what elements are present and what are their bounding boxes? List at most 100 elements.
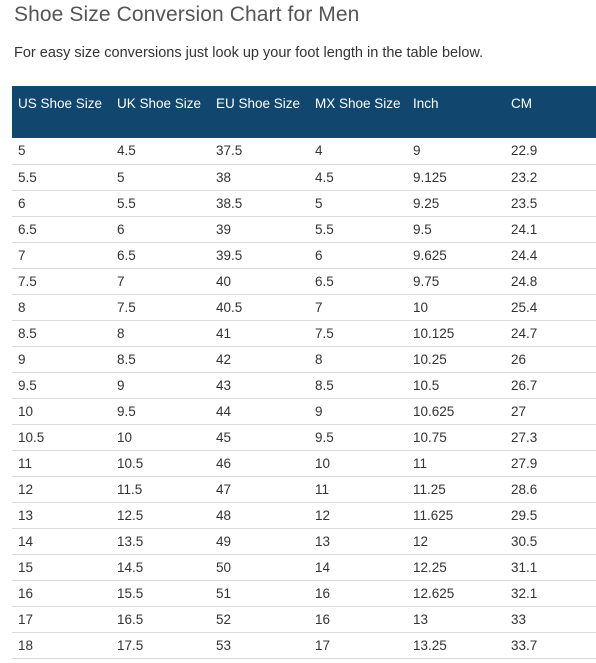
mx-size-cell: 8	[309, 346, 407, 373]
us-size-cell: 11	[12, 450, 111, 477]
mx-size-cell: 5.5	[309, 216, 407, 243]
cm-cell: 30.5	[505, 528, 596, 555]
table-row: 6 5.5 38.5 5 9.25 23.5	[12, 190, 596, 217]
uk-size-cell: 7.5	[111, 294, 210, 321]
uk-size-cell: 16.5	[111, 606, 210, 633]
eu-size-cell: 40.5	[210, 294, 309, 321]
cm-cell: 29.5	[505, 502, 596, 529]
table-row: 14 13.5 49 13 12 30.5	[12, 528, 596, 555]
cm-cell: 27	[505, 398, 596, 425]
mx-size-cell: 5	[309, 190, 407, 217]
uk-size-cell: 13.5	[111, 528, 210, 555]
us-size-cell: 7	[12, 242, 111, 269]
mx-size-cell: 7.5	[309, 320, 407, 347]
us-size-cell: 13	[12, 502, 111, 529]
table-row: 13 12.5 48 12 11.625 29.5	[12, 502, 596, 529]
us-size-cell: 10.5	[12, 424, 111, 451]
cm-cell: 23.2	[505, 164, 596, 191]
uk-size-cell: 10	[111, 424, 210, 451]
cm-cell: 33.7	[505, 632, 596, 659]
table-row: 11 10.5 46 10 11 27.9	[12, 450, 596, 477]
table-row: 16 15.5 51 16 12.625 32.1	[12, 580, 596, 607]
us-size-cell: 6.5	[12, 216, 111, 243]
inch-cell: 9.625	[407, 242, 505, 269]
page-title: Shoe Size Conversion Chart for Men	[14, 3, 360, 26]
eu-size-cell: 39	[210, 216, 309, 243]
eu-size-cell: 41	[210, 320, 309, 347]
us-size-cell: 5	[12, 138, 111, 165]
eu-size-cell: 39.5	[210, 242, 309, 269]
inch-cell: 9.125	[407, 164, 505, 191]
eu-size-cell: 46	[210, 450, 309, 477]
mx-size-cell: 12	[309, 502, 407, 529]
table-row: 17 16.5 52 16 13 33	[12, 606, 596, 633]
column-header-mx-size: MX Shoe Size	[309, 86, 407, 138]
table-row: 8.5 8 41 7.5 10.125 24.7	[12, 320, 596, 347]
eu-size-cell: 38.5	[210, 190, 309, 217]
mx-size-cell: 16	[309, 606, 407, 633]
column-header-cm: CM	[505, 86, 596, 138]
us-size-cell: 9.5	[12, 372, 111, 399]
mx-size-cell: 6.5	[309, 268, 407, 295]
uk-size-cell: 6.5	[111, 242, 210, 269]
uk-size-cell: 14.5	[111, 554, 210, 581]
us-size-cell: 9	[12, 346, 111, 373]
cm-cell: 22.9	[505, 138, 596, 165]
uk-size-cell: 11.5	[111, 476, 210, 503]
cm-cell: 24.4	[505, 242, 596, 269]
us-size-cell: 15	[12, 554, 111, 581]
cm-cell: 24.1	[505, 216, 596, 243]
inch-cell: 10.75	[407, 424, 505, 451]
table-row: 15 14.5 50 14 12.25 31.1	[12, 554, 596, 581]
mx-size-cell: 16	[309, 580, 407, 607]
cm-cell: 24.8	[505, 268, 596, 295]
cm-cell: 27.9	[505, 450, 596, 477]
mx-size-cell: 11	[309, 476, 407, 503]
uk-size-cell: 10.5	[111, 450, 210, 477]
cm-cell: 33	[505, 606, 596, 633]
table-row: 18 17.5 53 17 13.25 33.7	[12, 632, 596, 659]
us-size-cell: 18	[12, 632, 111, 659]
uk-size-cell: 6	[111, 216, 210, 243]
table-row: 7.5 7 40 6.5 9.75 24.8	[12, 268, 596, 295]
inch-cell: 13	[407, 606, 505, 633]
inch-cell: 10.125	[407, 320, 505, 347]
eu-size-cell: 49	[210, 528, 309, 555]
eu-size-cell: 51	[210, 580, 309, 607]
mx-size-cell: 17	[309, 632, 407, 659]
mx-size-cell: 6	[309, 242, 407, 269]
inch-cell: 9.25	[407, 190, 505, 217]
uk-size-cell: 4.5	[111, 138, 210, 165]
eu-size-cell: 38	[210, 164, 309, 191]
us-size-cell: 12	[12, 476, 111, 503]
inch-cell: 12.625	[407, 580, 505, 607]
us-size-cell: 16	[12, 580, 111, 607]
us-size-cell: 8.5	[12, 320, 111, 347]
table-row: 10 9.5 44 9 10.625 27	[12, 398, 596, 425]
table-row: 10.5 10 45 9.5 10.75 27.3	[12, 424, 596, 451]
table-header: US Shoe Size UK Shoe Size EU Shoe Size M…	[12, 86, 596, 138]
table-row: 12 11.5 47 11 11.25 28.6	[12, 476, 596, 503]
mx-size-cell: 7	[309, 294, 407, 321]
cm-cell: 25.4	[505, 294, 596, 321]
eu-size-cell: 45	[210, 424, 309, 451]
inch-cell: 11.625	[407, 502, 505, 529]
mx-size-cell: 8.5	[309, 372, 407, 399]
column-header-inch: Inch	[407, 86, 505, 138]
table-row: 8 7.5 40.5 7 10 25.4	[12, 294, 596, 321]
inch-cell: 11.25	[407, 476, 505, 503]
eu-size-cell: 44	[210, 398, 309, 425]
inch-cell: 12.25	[407, 554, 505, 581]
eu-size-cell: 52	[210, 606, 309, 633]
mx-size-cell: 4.5	[309, 164, 407, 191]
eu-size-cell: 47	[210, 476, 309, 503]
uk-size-cell: 15.5	[111, 580, 210, 607]
uk-size-cell: 8.5	[111, 346, 210, 373]
table-row: 9.5 9 43 8.5 10.5 26.7	[12, 372, 596, 399]
eu-size-cell: 50	[210, 554, 309, 581]
column-header-eu-size: EU Shoe Size	[210, 86, 309, 138]
cm-cell: 26.7	[505, 372, 596, 399]
column-header-uk-size: UK Shoe Size	[111, 86, 210, 138]
mx-size-cell: 9.5	[309, 424, 407, 451]
cm-cell: 26	[505, 346, 596, 373]
